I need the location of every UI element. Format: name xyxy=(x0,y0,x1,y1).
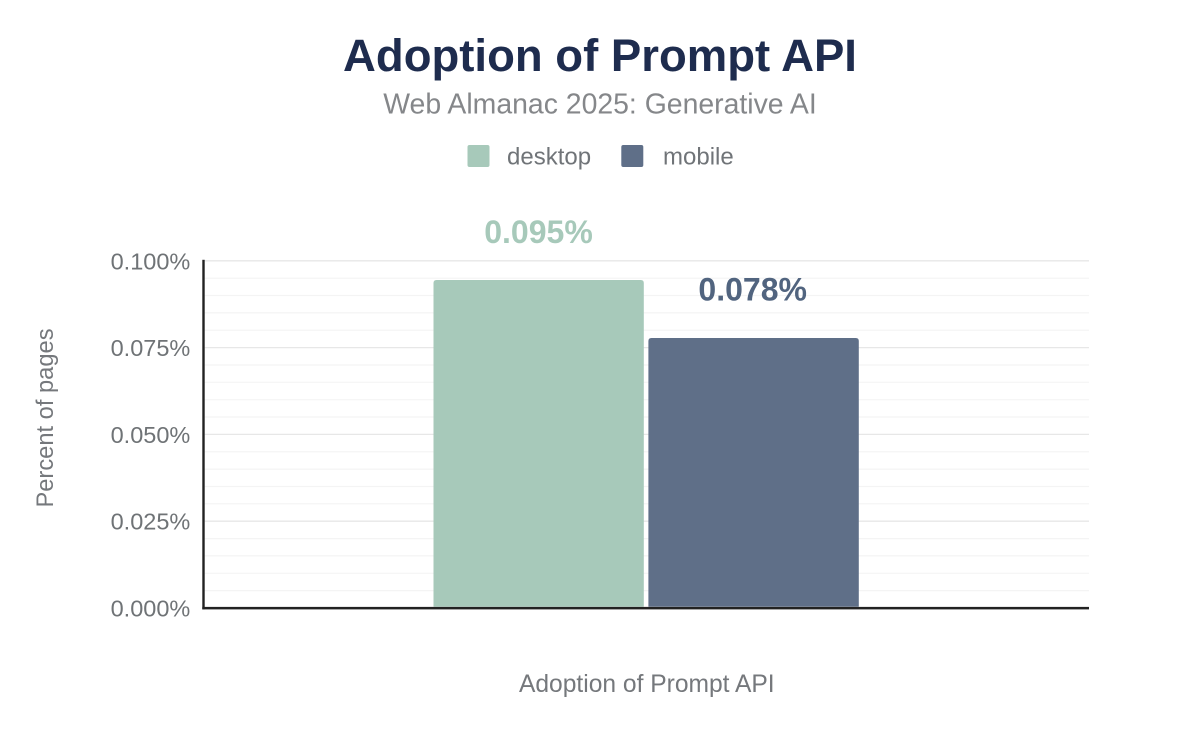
svg-text:Adoption of Prompt API: Adoption of Prompt API xyxy=(519,671,775,698)
svg-text:Web Almanac 2025: Generative A: Web Almanac 2025: Generative AI xyxy=(383,89,816,121)
svg-text:Adoption of Prompt API: Adoption of Prompt API xyxy=(343,30,857,81)
svg-text:desktop: desktop xyxy=(507,144,591,171)
svg-text:0.025%: 0.025% xyxy=(111,509,191,535)
svg-text:0.000%: 0.000% xyxy=(111,596,191,622)
svg-text:Percent of pages: Percent of pages xyxy=(33,328,59,507)
svg-text:0.100%: 0.100% xyxy=(111,248,191,274)
svg-text:0.095%: 0.095% xyxy=(484,214,593,250)
svg-text:0.075%: 0.075% xyxy=(111,335,191,361)
svg-text:0.078%: 0.078% xyxy=(698,272,807,308)
svg-text:mobile: mobile xyxy=(663,144,734,171)
svg-text:0.050%: 0.050% xyxy=(111,422,191,448)
